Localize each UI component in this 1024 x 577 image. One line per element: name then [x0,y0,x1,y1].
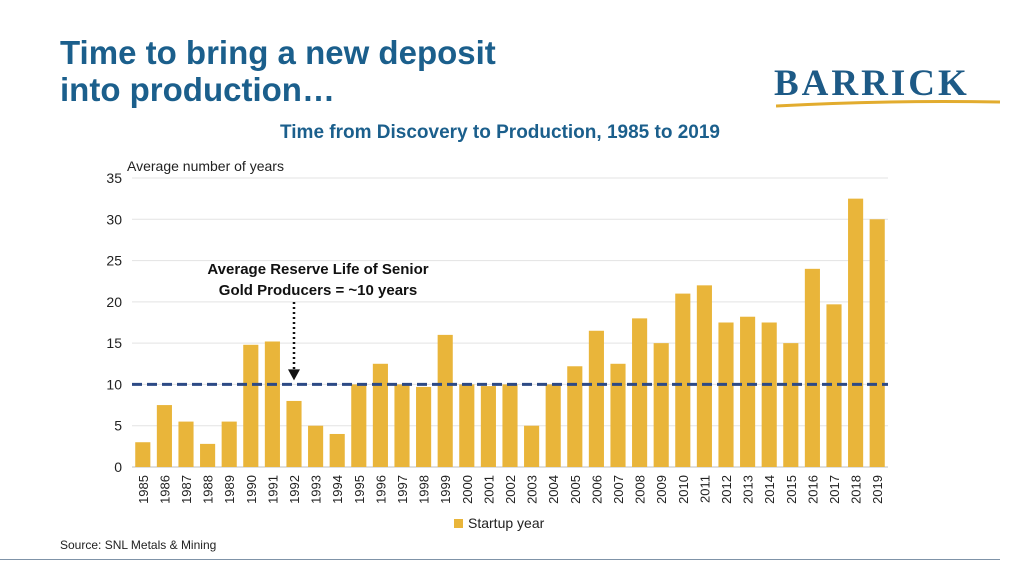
bar [524,425,540,467]
x-tick-label: 2000 [460,475,475,504]
bar [264,341,280,467]
bar [480,386,496,467]
bar [416,386,432,467]
x-tick-label: 1996 [373,475,388,504]
bar [826,304,842,467]
y-tick-label: 15 [106,335,122,351]
x-tick-label: 2015 [784,475,799,504]
bar [351,384,367,467]
bar [761,322,777,467]
x-tick-label: 1995 [352,475,367,504]
footer-divider [0,559,1000,560]
slide-title: Time to bring a new deposit into product… [60,34,620,108]
bar [286,400,302,467]
slide-title-line-2: into production… [60,71,335,108]
slide-title-line-1: Time to bring a new deposit [60,34,496,71]
x-tick-label: 1985 [136,475,151,504]
x-tick-label: 2004 [546,475,561,504]
x-tick-label: 1988 [201,475,216,504]
bar [394,384,410,467]
bar [178,421,194,467]
bar [502,384,518,467]
x-tick-label: 1997 [395,475,410,504]
barrick-logo: BARRICK [774,63,1001,108]
x-tick-label: 1998 [417,475,432,504]
y-tick-label: 0 [114,459,122,475]
y-tick-label: 35 [106,170,122,186]
annotation-arrow-head [288,369,300,381]
x-tick-label: 2005 [568,475,583,504]
bar [653,343,669,467]
bar [848,198,864,467]
annotation-line-2: Gold Producers = ~10 years [219,282,417,299]
x-tick-label: 2010 [676,475,691,504]
bar [632,318,648,467]
bar [156,405,172,467]
y-tick-label: 10 [106,376,122,392]
x-tick-label: 1989 [222,475,237,504]
x-tick-label: 1994 [330,475,345,504]
bar [740,316,756,467]
bar [329,433,345,467]
x-tick-label: 2006 [589,475,604,504]
bar [135,442,151,467]
x-tick-label: 2019 [870,475,885,504]
x-tick-label: 2009 [654,475,669,504]
y-axis-label: Average number of years [127,158,284,174]
bar [459,384,475,467]
bar [308,425,324,467]
y-tick-label: 20 [106,294,122,310]
x-tick-label: 1991 [265,475,280,504]
legend-label: Startup year [468,515,545,531]
x-tick-label: 1993 [309,475,324,504]
x-tick-label: 1987 [179,475,194,504]
bar [372,363,388,467]
x-tick-label: 2016 [805,475,820,504]
x-tick-label: 2017 [827,475,842,504]
bar [243,344,259,467]
bar [437,334,453,467]
bar [567,366,583,467]
y-tick-label: 25 [106,253,122,269]
x-tick-label: 1990 [244,475,259,504]
x-tick-label: 1999 [438,475,453,504]
source-note: Source: SNL Metals & Mining [60,538,217,552]
bar [783,343,799,467]
x-tick-label: 2002 [503,475,518,504]
bar [675,293,691,467]
y-tick-label: 5 [114,418,122,434]
x-tick-label: 2007 [611,475,626,504]
bar [804,268,820,467]
bar [588,330,604,467]
x-tick-label: 2013 [741,475,756,504]
logo-swoosh-icon [776,100,1001,108]
chart-title: Time from Discovery to Production, 1985 … [280,122,720,143]
bar [869,219,885,467]
x-tick-label: 2003 [525,475,540,504]
bar [610,363,626,467]
x-tick-label: 2001 [481,475,496,504]
x-tick-label: 2008 [633,475,648,504]
x-tick-label: 2011 [697,475,712,503]
legend-swatch [454,519,463,528]
bar [221,421,237,467]
x-tick-label: 2014 [762,475,777,504]
x-tick-label: 2012 [719,475,734,504]
bar [718,322,734,467]
x-tick-label: 1986 [157,475,172,504]
annotation-line-1: Average Reserve Life of Senior [207,261,428,278]
bar [200,443,216,467]
y-tick-label: 30 [106,211,122,227]
bar [696,285,712,467]
x-tick-label: 2018 [849,475,864,504]
x-tick-label: 1992 [287,475,302,504]
bar [545,384,561,467]
logo-text: BARRICK [774,63,970,104]
